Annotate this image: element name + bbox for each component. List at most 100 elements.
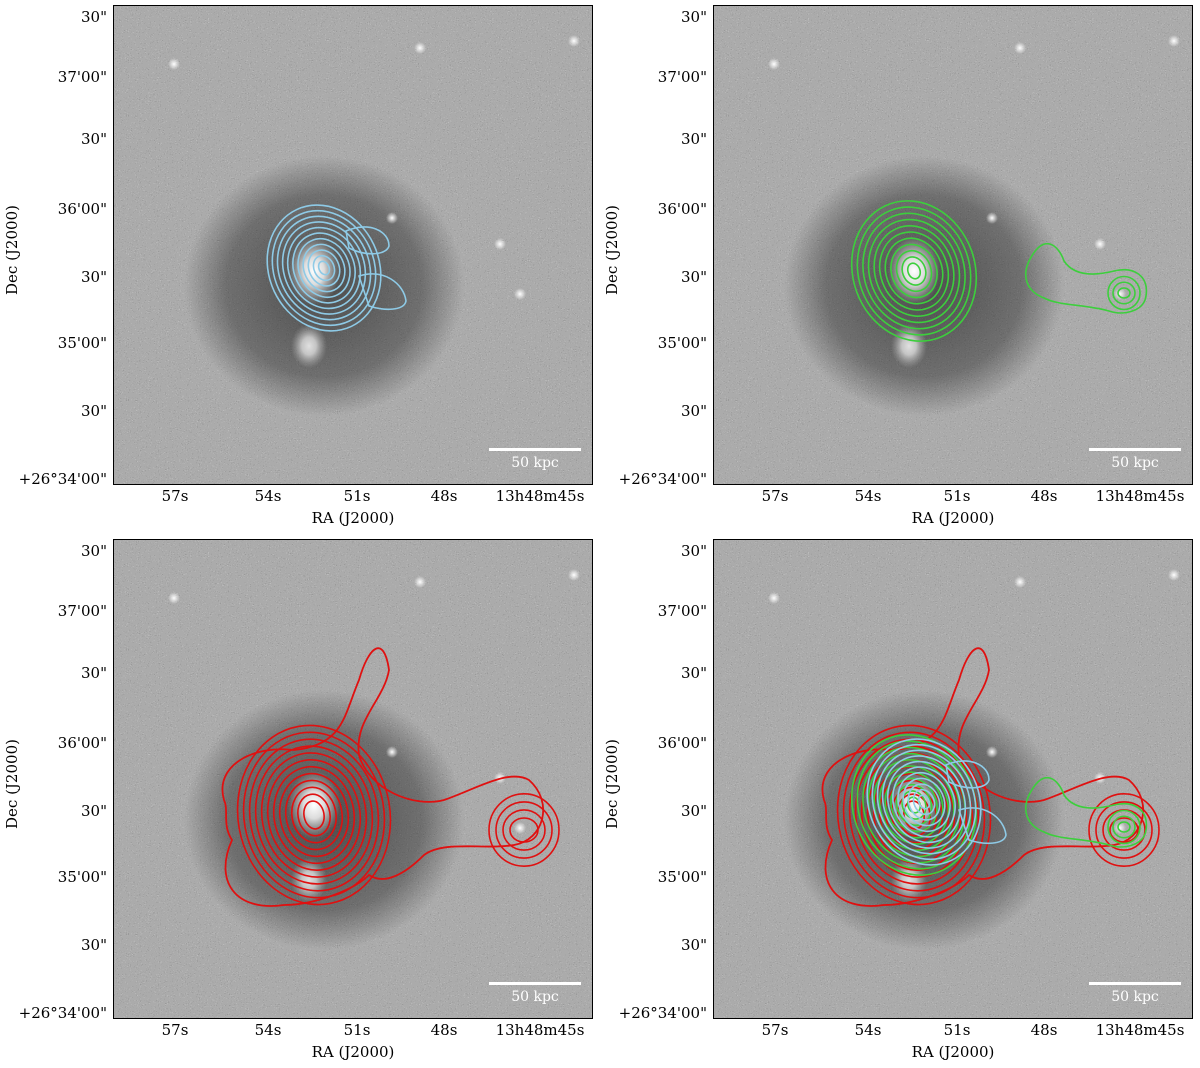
x-tick-label: 54s xyxy=(254,487,282,505)
star xyxy=(414,42,426,54)
green-contour-right xyxy=(1112,281,1136,305)
panel-top-right: 50 kpc 30" 37'00" 30" 36'00" 30" 35'00" 30" +26°… xyxy=(600,0,1200,534)
blue-contour xyxy=(912,788,936,816)
sky-image xyxy=(714,540,1192,1018)
y-tick-label: 36'00" xyxy=(57,734,107,752)
red-contour xyxy=(297,793,331,837)
x-tick-label: 54s xyxy=(254,1021,282,1039)
scale-bar xyxy=(1089,982,1181,985)
contours xyxy=(850,200,1148,342)
blue-contour xyxy=(866,738,982,866)
green-contour xyxy=(856,206,972,336)
contours xyxy=(821,647,1160,907)
blue-contour xyxy=(892,766,956,838)
red-contour xyxy=(284,779,344,851)
green-contour xyxy=(890,243,938,299)
x-tick-label: 51s xyxy=(343,1021,371,1039)
x-tick-label: 48s xyxy=(1030,487,1058,505)
y-axis-label: Dec (J2000) xyxy=(3,205,21,295)
y-tick-label: 30" xyxy=(681,664,707,682)
x-tick-label: 13h48m45s xyxy=(495,487,585,505)
red-contour xyxy=(254,745,374,885)
y-tick-label: 37'00" xyxy=(57,602,107,620)
y-tick-label: 37'00" xyxy=(657,602,707,620)
sky-image-frame: 50 kpc xyxy=(113,5,593,485)
blue-contour xyxy=(886,760,962,844)
green-contour xyxy=(878,231,950,311)
blue-contour xyxy=(917,794,931,810)
x-tick-label: 51s xyxy=(943,487,971,505)
sky-image-frame: 50 kpc xyxy=(713,539,1193,1019)
blue-contour xyxy=(271,209,377,327)
green-contour-right xyxy=(1117,821,1131,833)
red-contour xyxy=(891,786,937,844)
red-contour xyxy=(260,752,368,878)
blue-lobe-contour xyxy=(945,760,990,789)
y-tick-label: 30" xyxy=(681,402,707,420)
green-contour-right xyxy=(1107,275,1141,311)
green-contour xyxy=(873,225,955,317)
y-tick-label: 36'00" xyxy=(657,200,707,218)
blue-contour xyxy=(302,243,346,293)
x-axis-label: RA (J2000) xyxy=(911,509,995,527)
green-outer-contour xyxy=(1025,776,1148,848)
red-contour-right xyxy=(495,801,553,859)
star xyxy=(568,35,580,47)
star xyxy=(768,592,780,604)
star xyxy=(1014,42,1026,54)
y-tick-label: 30" xyxy=(81,936,107,954)
y-tick-label: +26°34'00" xyxy=(18,1004,107,1022)
blue-contour xyxy=(897,772,951,832)
star xyxy=(514,822,526,834)
x-axis-label: RA (J2000) xyxy=(911,1043,995,1061)
y-tick-label: 30" xyxy=(681,268,707,286)
y-tick-label: 35'00" xyxy=(57,868,107,886)
red-outer-contour xyxy=(221,647,545,907)
blue-contour xyxy=(312,254,336,282)
blue-contour xyxy=(881,755,967,849)
star xyxy=(1014,576,1026,588)
y-tick-label: 30" xyxy=(681,936,707,954)
blue-contour xyxy=(307,249,341,287)
blue-lobe-contour xyxy=(345,226,390,255)
star xyxy=(1094,238,1106,250)
blue-lobe-contour xyxy=(357,273,407,311)
red-contour-right xyxy=(1088,793,1160,867)
star xyxy=(1168,569,1180,581)
scale-bar-label: 50 kpc xyxy=(1111,989,1159,1005)
red-contour xyxy=(291,786,337,844)
blue-contour xyxy=(266,204,382,332)
panel-bottom-left: 50 kpc 30" 37'00" 30" 36'00" 30" 35'00" 30" +26°… xyxy=(0,534,600,1068)
green-contour xyxy=(867,218,961,324)
red-contour xyxy=(303,800,325,830)
y-tick-label: 30" xyxy=(81,802,107,820)
red-contour xyxy=(266,759,362,871)
x-tick-label: 48s xyxy=(430,1021,458,1039)
y-tick-label: 35'00" xyxy=(57,334,107,352)
x-axis-label: RA (J2000) xyxy=(311,509,395,527)
green-contour-right xyxy=(1117,287,1131,299)
green-contour xyxy=(901,256,927,286)
red-contour xyxy=(842,731,986,899)
green-contour-right xyxy=(1107,809,1141,845)
y-axis-label: Dec (J2000) xyxy=(603,739,621,829)
green-contour xyxy=(895,249,933,293)
y-tick-label: 36'00" xyxy=(57,200,107,218)
y-tick-label: 37'00" xyxy=(657,68,707,86)
y-tick-label: 30" xyxy=(681,542,707,560)
y-axis-label: Dec (J2000) xyxy=(3,739,21,829)
y-tick-label: 36'00" xyxy=(657,734,707,752)
y-tick-label: 30" xyxy=(681,130,707,148)
star xyxy=(986,746,998,758)
star xyxy=(1168,35,1180,47)
y-tick-label: 30" xyxy=(81,130,107,148)
red-contour-right xyxy=(1109,817,1139,843)
red-contour xyxy=(836,724,992,906)
red-contour-right xyxy=(502,809,546,851)
red-contour xyxy=(278,772,350,858)
star xyxy=(168,592,180,604)
y-tick-label: +26°34'00" xyxy=(618,1004,707,1022)
blue-contour xyxy=(286,226,362,310)
blue-contour xyxy=(276,215,372,321)
blue-contour xyxy=(871,743,977,861)
